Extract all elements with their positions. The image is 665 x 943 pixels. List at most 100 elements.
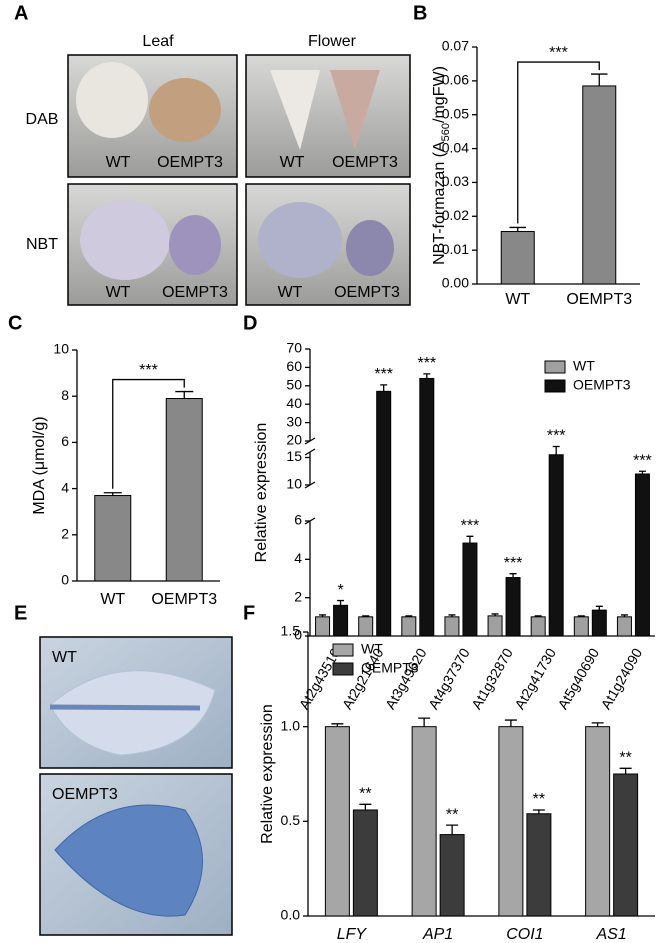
significance: * (337, 582, 343, 599)
panel-label: A (14, 2, 28, 24)
panel-label: F (243, 602, 255, 624)
photo-label: OEMPT3 (334, 284, 400, 301)
y-axis-label: NBT-formazan (A560/mgFW) (431, 66, 452, 265)
bar (591, 609, 607, 637)
error-bar (359, 803, 372, 810)
bar (530, 616, 546, 637)
error-bar (446, 824, 459, 835)
significance: *** (633, 452, 652, 469)
y-tick-label: 2 (294, 588, 302, 604)
photo-label: OEMPT3 (332, 154, 398, 171)
y-axis-label: MDA (μmol/g) (31, 416, 48, 514)
x-tick-label: COI1 (506, 926, 543, 943)
error-bar (638, 470, 646, 474)
photo-label: WT (278, 284, 303, 301)
photo-label: WT (280, 154, 305, 171)
bar (526, 813, 552, 917)
bar (419, 377, 435, 637)
x-tick-label: AS1 (596, 926, 627, 943)
row-label: DAB (26, 111, 59, 128)
legend-swatch (332, 643, 354, 657)
error-bar (534, 615, 542, 617)
y-tick-label: 0.5 (281, 812, 301, 828)
legend-label: OEMPT3 (573, 377, 631, 393)
y-tick-label: 0.02 (442, 207, 469, 223)
error-bar (331, 723, 344, 727)
bar (616, 616, 632, 637)
x-tick-label: At1g24090 (598, 645, 646, 712)
y-tick-label: 50 (286, 377, 302, 393)
bar (411, 726, 437, 917)
error-bar (577, 615, 585, 617)
bar (352, 809, 378, 917)
error-bar (103, 492, 122, 496)
significance: ** (359, 786, 371, 803)
error-bar (620, 614, 628, 617)
legend-swatch (332, 662, 354, 676)
y-tick-label: 10 (53, 341, 69, 357)
y-tick-label: 2 (61, 526, 69, 542)
bar (487, 615, 503, 637)
y-tick-label: 6 (61, 433, 69, 449)
bar (500, 231, 535, 285)
significance: ** (533, 791, 545, 808)
bar (333, 604, 349, 637)
significance: *** (461, 518, 480, 535)
bar (548, 454, 564, 637)
error-bar (595, 605, 603, 611)
x-tick-label: At4g37370 (425, 645, 473, 712)
significance: *** (417, 355, 436, 372)
y-tick-label: 4 (294, 550, 302, 566)
row-label: NBT (26, 236, 58, 253)
panel-label: D (243, 312, 257, 334)
y-tick-label: 0.0 (281, 907, 301, 923)
legend-label: OEMPT3 (361, 660, 419, 676)
bar (358, 616, 374, 637)
photo-label: OEMPT3 (157, 154, 223, 171)
y-axis-label-part: NBT-formazan (A (431, 141, 448, 265)
bar (376, 390, 392, 637)
bar (573, 616, 589, 637)
error-bar (319, 614, 327, 617)
x-tick-label: WT (100, 591, 125, 608)
error-bar (552, 445, 560, 455)
y-tick-label: 60 (286, 358, 302, 374)
y-axis-label: Relative expression (253, 423, 270, 563)
bar (439, 834, 465, 917)
bar (505, 577, 521, 637)
error-bar (504, 719, 517, 727)
error-bar (491, 613, 499, 616)
x-tick-label: At3g49620 (382, 645, 430, 712)
significance: *** (139, 362, 158, 379)
bar (401, 616, 417, 637)
y-tick-label: 4 (61, 479, 69, 495)
y-axis-label: Relative expression (259, 704, 276, 844)
bar (634, 473, 650, 637)
x-tick-label: At1g32870 (468, 645, 516, 712)
significance: ** (619, 750, 631, 767)
legend-label: WT (573, 358, 595, 374)
error-bar (418, 717, 431, 727)
significance-bracket (517, 61, 600, 224)
bar (444, 616, 460, 637)
y-tick-label: 0.03 (442, 173, 469, 189)
y-tick-label: 1.0 (281, 717, 301, 733)
y-tick-label: 15 (286, 448, 302, 464)
error-bar (619, 767, 632, 774)
y-tick-label: 0.05 (442, 105, 469, 121)
y-tick-label: 0.06 (442, 72, 469, 88)
bar (613, 773, 639, 917)
y-tick-label: 70 (286, 340, 302, 356)
bar (324, 726, 350, 917)
significance: *** (547, 428, 566, 445)
error-bar (532, 809, 545, 814)
y-tick-label: 8 (61, 387, 69, 403)
error-bar (423, 373, 431, 379)
error-bar (448, 614, 456, 617)
bar (315, 616, 331, 637)
y-tick-label: 10 (286, 476, 302, 492)
column-label: Leaf (142, 33, 174, 50)
photo-label: WT (106, 154, 131, 171)
error-bar (337, 599, 345, 606)
y-tick-label: 6 (294, 512, 302, 528)
